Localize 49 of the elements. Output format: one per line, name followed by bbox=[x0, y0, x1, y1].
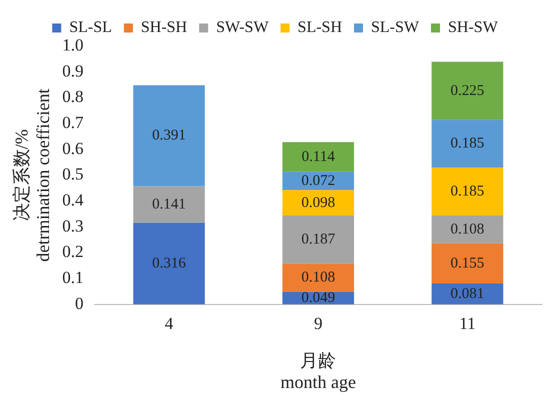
y-tick-label: 0.9 bbox=[62, 61, 84, 80]
data-label: 0.185 bbox=[450, 136, 484, 152]
x-tick-label: 11 bbox=[459, 314, 476, 334]
bar bbox=[432, 62, 504, 120]
y-tick-label: 0.5 bbox=[62, 164, 84, 184]
y-tick-label: 0.4 bbox=[62, 190, 84, 210]
bar bbox=[133, 85, 205, 186]
data-label: 0.185 bbox=[450, 184, 484, 200]
bar bbox=[432, 120, 504, 168]
data-label: 0.141 bbox=[152, 196, 186, 212]
legend-label: SL-SW bbox=[371, 19, 420, 36]
y-tick-label: 0.1 bbox=[62, 268, 84, 288]
data-label: 0.108 bbox=[450, 221, 484, 238]
bar bbox=[432, 216, 504, 244]
data-label: 0.114 bbox=[302, 148, 336, 165]
y-tick-label: 1.0 bbox=[62, 35, 84, 54]
data-label: 0.316 bbox=[152, 256, 186, 272]
bar bbox=[133, 186, 205, 223]
y-tick-label: 0 bbox=[74, 294, 84, 313]
data-label: 0.225 bbox=[450, 82, 484, 99]
data-label: 0.098 bbox=[301, 194, 336, 211]
data-label: 0.108 bbox=[301, 270, 336, 286]
bar bbox=[282, 190, 354, 216]
bar bbox=[282, 142, 354, 172]
x-tick-label: 4 bbox=[164, 314, 174, 334]
data-label: 0.049 bbox=[301, 290, 336, 306]
bar bbox=[282, 264, 354, 292]
bar bbox=[432, 243, 504, 284]
bar bbox=[432, 168, 504, 216]
legend-label: SL-SH bbox=[298, 19, 342, 36]
data-label: 0.081 bbox=[450, 286, 484, 302]
y-tick-label: 0.7 bbox=[62, 112, 84, 132]
y-tick-label: 0.3 bbox=[62, 216, 84, 236]
bar bbox=[282, 216, 354, 264]
y-axis-title: 决定系数/% detrmination coefficient bbox=[12, 88, 54, 262]
y-tick-label: 0.8 bbox=[62, 87, 84, 106]
legend-label: SH-SW bbox=[448, 19, 499, 36]
legend-label: SH-SH bbox=[140, 19, 188, 36]
legend-label: SW-SW bbox=[216, 19, 270, 36]
y-tick-label: 0.2 bbox=[62, 242, 84, 262]
x-axis-title: 月龄 month age bbox=[280, 350, 356, 392]
data-label: 0.072 bbox=[301, 172, 336, 189]
data-label: 0.391 bbox=[152, 128, 186, 144]
y-tick-label: 0.6 bbox=[62, 138, 84, 158]
bar bbox=[133, 222, 205, 304]
data-label: 0.155 bbox=[450, 255, 484, 272]
legend-label: SL-SL bbox=[69, 19, 112, 36]
data-label: 0.187 bbox=[301, 232, 336, 248]
x-tick-label: 9 bbox=[314, 314, 322, 334]
